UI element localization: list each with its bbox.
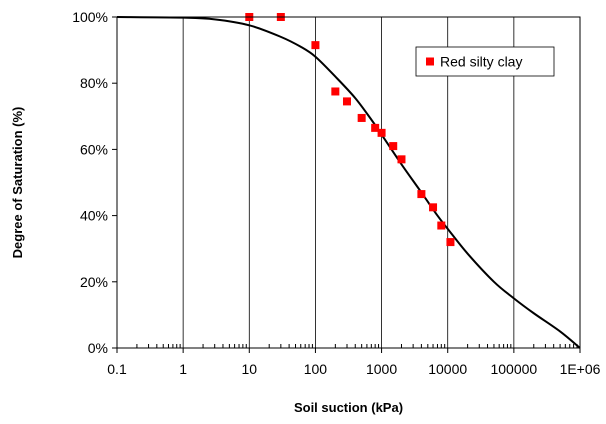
y-tick-label: 40% <box>80 208 108 224</box>
x-tick-label: 1E+06 <box>560 361 601 377</box>
data-point <box>397 155 406 164</box>
data-point <box>371 123 380 132</box>
minor-ticks <box>112 16 581 353</box>
x-tick-label: 10000 <box>428 361 467 377</box>
x-tick-label: 100000 <box>490 361 537 377</box>
legend: Red silty clay <box>415 46 555 77</box>
data-point <box>377 128 386 137</box>
x-tick-label: 100 <box>304 361 328 377</box>
legend-label: Red silty clay <box>440 54 522 70</box>
legend-marker <box>426 57 434 66</box>
plot-area-frame <box>116 16 581 349</box>
x-tick-label: 10 <box>241 361 257 377</box>
x-tick-label: 0.1 <box>107 361 127 377</box>
x-tick-label: 1000 <box>366 361 397 377</box>
x-axis-title: Soil suction (kPa) <box>294 400 403 415</box>
y-tick-label: 0% <box>88 340 108 356</box>
data-point <box>389 142 398 151</box>
data-point <box>446 238 455 247</box>
data-point <box>429 203 438 212</box>
legend-box <box>415 46 555 77</box>
y-tick-labels: 0% 20% 40% 60% 80% 100% <box>72 9 108 356</box>
y-tick-label: 60% <box>80 141 108 157</box>
y-tick-label: 20% <box>80 274 108 290</box>
x-tick-label: 1 <box>179 361 187 377</box>
data-point <box>417 190 426 199</box>
data-point <box>331 87 340 96</box>
y-axis-title: Degree of Saturation (%) <box>10 107 25 259</box>
data-point <box>437 221 446 230</box>
x-tick-labels: 0.1 1 10 100 1000 10000 100000 1E+06 <box>107 361 600 377</box>
data-point <box>311 41 320 50</box>
y-tick-label: 100% <box>72 9 108 25</box>
y-tick-label: 80% <box>80 75 108 91</box>
data-point <box>357 113 366 122</box>
data-point <box>342 97 351 106</box>
